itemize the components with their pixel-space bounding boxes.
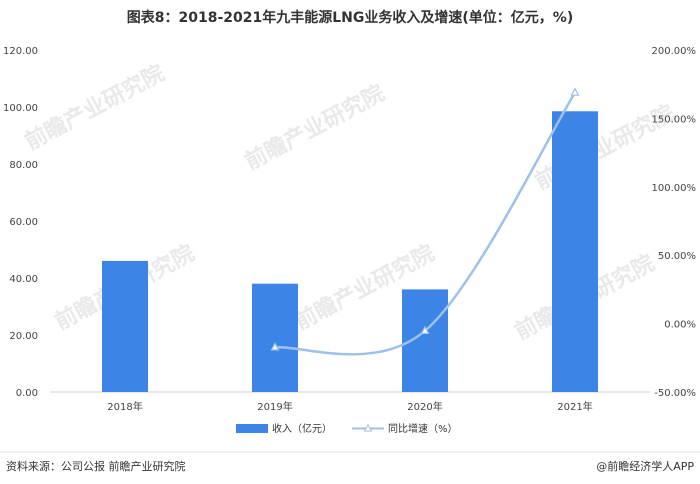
right-tick-label: 150.00% <box>652 114 697 125</box>
right-tick-label: 0.00% <box>664 320 696 331</box>
x-tick-label: 2019年 <box>257 400 292 413</box>
right-axis-ticks: -50.00% 0.00% 50.00% 100.00% 150.00% 200.00% <box>652 46 697 399</box>
chart-title: 图表8：2018-2021年九丰能源LNG业务收入及增速(单位：亿元，%) <box>127 9 573 26</box>
x-tick-label: 2021年 <box>557 400 592 413</box>
source-note: 资料来源：公司公报 前瞻产业研究院 <box>6 459 186 473</box>
left-axis-ticks: 0.00 20.00 40.00 60.00 80.00 100.00 120.00 <box>3 46 38 399</box>
growth-point <box>420 325 430 334</box>
legend: 收入（亿元） 同比增速（%） <box>236 422 458 435</box>
x-axis-ticks: 2018年 2019年 2020年 2021年 <box>107 400 592 413</box>
watermark-text: 前瞻产业研究院 <box>21 60 169 155</box>
growth-point <box>270 342 280 351</box>
right-tick-label: 50.00% <box>658 251 696 262</box>
right-tick-label: 100.00% <box>652 183 697 194</box>
left-tick-label: 0.00 <box>16 388 38 399</box>
left-tick-label: 40.00 <box>9 274 38 285</box>
watermark-text: 前瞻产业研究院 <box>241 80 389 175</box>
right-tick-label: -50.00% <box>654 388 696 399</box>
brand-label: @前瞻经济学人APP <box>596 459 694 473</box>
right-tick-label: 200.00% <box>652 46 697 57</box>
x-tick-label: 2018年 <box>107 400 142 413</box>
left-tick-label: 60.00 <box>9 217 38 228</box>
revenue-bar <box>102 260 148 392</box>
left-tick-label: 20.00 <box>9 331 38 342</box>
revenue-bar <box>252 283 298 392</box>
growth-point <box>570 87 580 96</box>
legend-swatch-bar <box>236 424 268 433</box>
growth-line <box>274 92 577 356</box>
bar-series <box>102 111 598 393</box>
left-tick-label: 100.00 <box>3 103 38 114</box>
legend-marker-triangle <box>363 424 373 432</box>
legend-label-growth: 同比增速（%） <box>388 422 458 435</box>
x-tick-label: 2020年 <box>407 400 442 413</box>
left-tick-label: 120.00 <box>3 46 38 57</box>
legend-label-revenue: 收入（亿元） <box>272 422 332 435</box>
revenue-bar <box>552 111 598 393</box>
left-tick-label: 80.00 <box>9 160 38 171</box>
line-series <box>270 87 580 356</box>
